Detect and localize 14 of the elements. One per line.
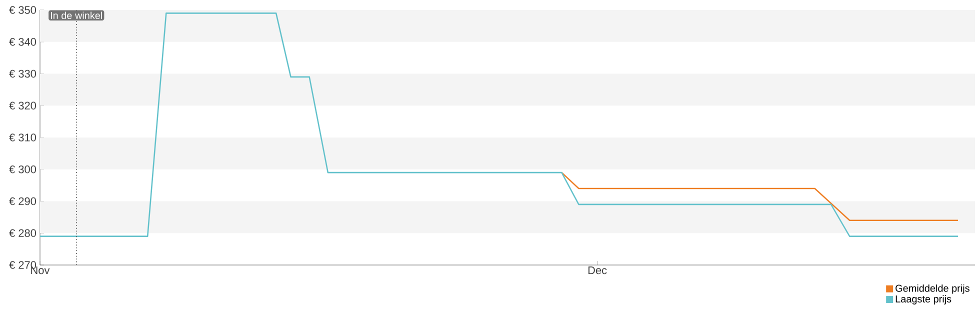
y-tick-label: € 320 — [9, 102, 36, 110]
legend-label: Gemiddelde prijs — [896, 284, 970, 294]
ref-line-label: In de winkel — [50, 12, 102, 20]
y-tick-label: € 290 — [9, 197, 36, 206]
y-tick-label: € 340 — [9, 38, 36, 46]
x-tick-label: Dec — [588, 266, 607, 274]
y-tick-label: € 310 — [9, 134, 36, 142]
y-tick-label: € 280 — [9, 229, 36, 238]
legend-label: Laagste prijs — [896, 295, 952, 304]
y-tick-label: € 270 — [9, 261, 36, 269]
y-tick-label: € 330 — [9, 70, 36, 78]
y-tick-label: € 350 — [9, 6, 36, 14]
y-tick-label: € 300 — [9, 166, 36, 174]
x-tick-label: Nov — [31, 266, 50, 274]
